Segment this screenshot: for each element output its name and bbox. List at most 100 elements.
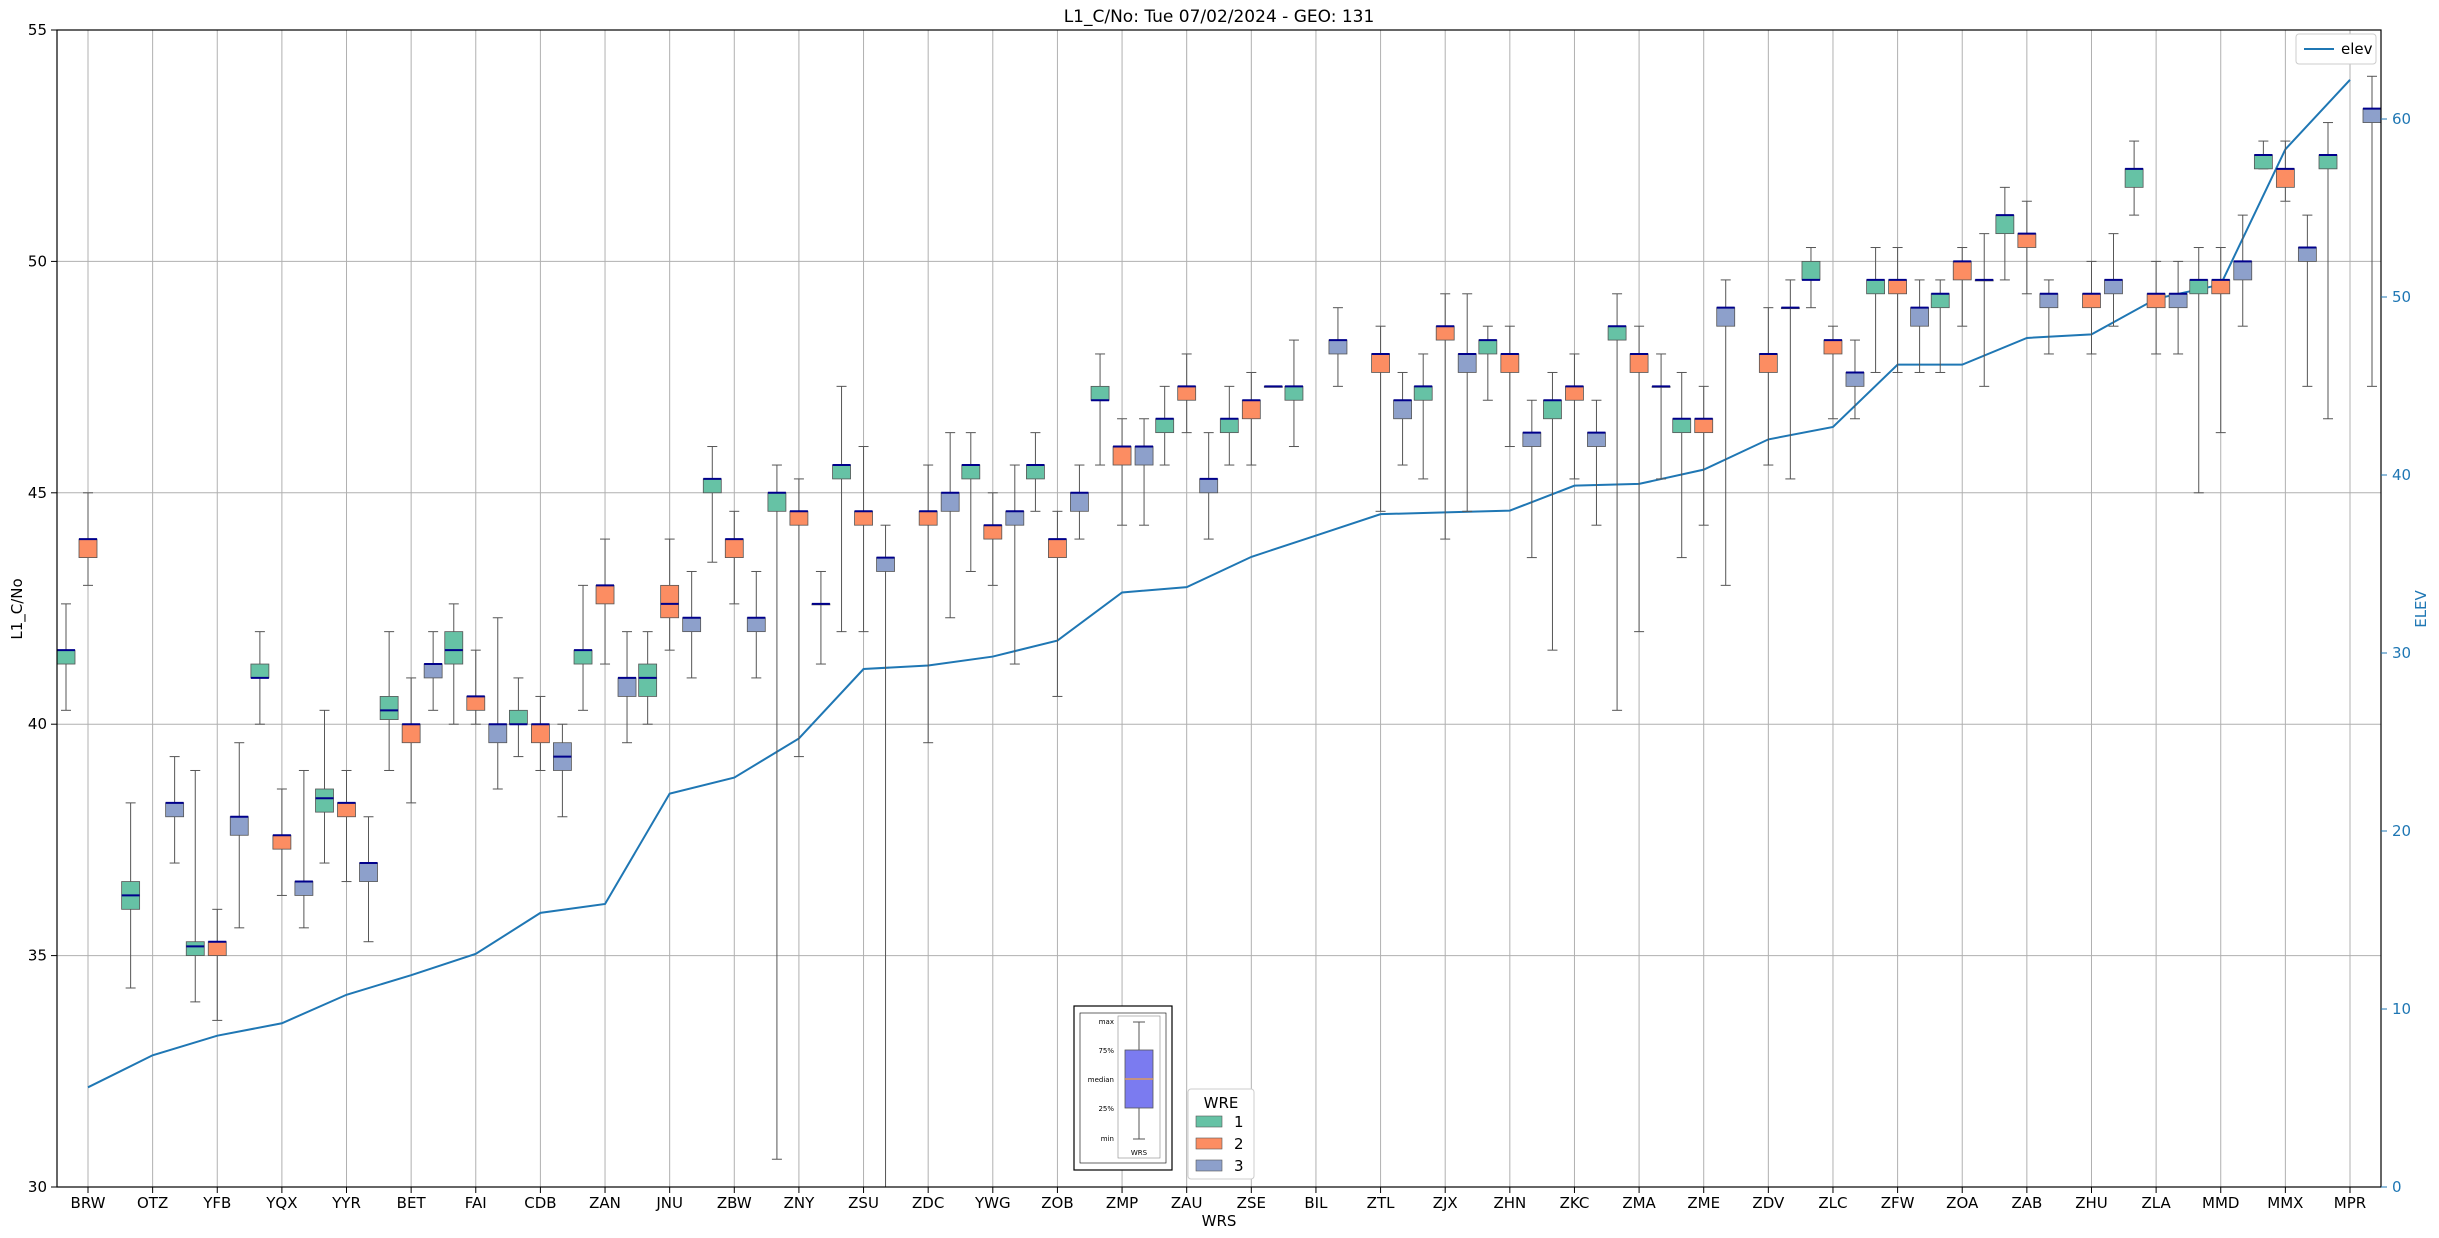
y-tick-label: 40 — [28, 715, 47, 733]
box-body — [531, 723, 550, 744]
box-body — [1888, 279, 1907, 295]
box-wre2-ZSE — [1241, 371, 1261, 466]
box-body — [1177, 385, 1197, 401]
box-wre3-ZMA — [1651, 353, 1671, 480]
x-tick-label: ZLA — [2141, 1194, 2171, 1212]
box-body — [660, 584, 680, 619]
box-body — [1930, 293, 1950, 309]
box-wre2-ZOA — [1952, 247, 1972, 327]
y-tick-label: 50 — [28, 252, 47, 270]
x-tick-label: ZOA — [1946, 1194, 1979, 1212]
box-wre2-ZMP — [1112, 418, 1132, 526]
box-wre2-YQX — [272, 788, 292, 896]
x-tick-label: ZSE — [1237, 1194, 1266, 1212]
y-axis-right-label: ELEV — [2412, 589, 2430, 627]
box-body — [1457, 353, 1477, 373]
box-body — [789, 510, 809, 526]
box-body — [2146, 293, 2166, 309]
box-wre2-ZAU — [1177, 353, 1197, 434]
elev-line — [87, 79, 2351, 1089]
box-body — [1413, 385, 1433, 401]
box-wre3-ZLC — [1845, 339, 1865, 420]
box-wre2-YYR — [337, 769, 356, 883]
box-wre3-ZSE — [1263, 385, 1283, 388]
y-right-tick-label: 30 — [2392, 644, 2411, 662]
box-body — [1629, 353, 1649, 373]
box-body — [1048, 538, 1067, 558]
plot-frame — [56, 29, 2382, 1188]
box-wre3-OTZ — [165, 756, 185, 864]
box-body — [1219, 418, 1239, 434]
box-wre1-ZAN — [573, 584, 593, 711]
box-body — [1435, 325, 1455, 341]
x-tick-label: ZTL — [1367, 1194, 1395, 1212]
box-wre2-ZNY — [789, 478, 809, 758]
box-wre2-ZOB — [1048, 510, 1067, 697]
box-body — [940, 492, 960, 512]
box-body — [294, 881, 314, 896]
box-body — [1910, 307, 1929, 327]
elev-line-layer — [87, 79, 2351, 1089]
box-wre2-ZBW — [724, 510, 744, 605]
box-wre1-ZMP — [1090, 353, 1110, 466]
box-wre3-YYR — [359, 816, 378, 943]
box-body — [724, 538, 744, 558]
inset-label-max: max — [1099, 1018, 1114, 1026]
box-wre3-BET — [423, 631, 443, 711]
box-wre3-YQX — [294, 769, 314, 929]
box-wre1-OTZ — [121, 802, 141, 989]
x-tick-label: ZHU — [2075, 1194, 2108, 1212]
box-body — [229, 816, 249, 836]
box-wre3-YFB — [229, 742, 249, 929]
box-body — [2362, 108, 2382, 123]
box-wre1-YFB — [185, 769, 205, 1003]
box-body — [2297, 247, 2317, 262]
box-wre2-MMX — [2275, 140, 2295, 202]
x-tick-label: CDB — [524, 1194, 556, 1212]
x-tick-label: ZKC — [1560, 1194, 1590, 1212]
box-wre1-CDB — [508, 677, 528, 758]
x-tick-label: MMX — [2267, 1194, 2303, 1212]
box-wre2-ZMA — [1629, 325, 1649, 633]
box-body — [595, 584, 615, 605]
box-wre1-ZMA — [1607, 293, 1627, 711]
box-wre3-ZJX — [1457, 293, 1477, 512]
box-body — [876, 557, 895, 572]
box-layer — [56, 75, 2382, 1187]
box-body — [2233, 260, 2253, 281]
box-body — [1134, 446, 1154, 466]
box-wre3-ZOA — [1974, 233, 1994, 387]
box-body — [1393, 399, 1412, 420]
box-wre2-ZDV — [1758, 307, 1778, 466]
box-body — [1241, 399, 1261, 420]
box-wre3-ZKC — [1587, 399, 1606, 526]
box-wre1-ZKC — [1543, 371, 1562, 651]
box-wre1-MPR — [2318, 122, 2338, 420]
box-wre2-YWG — [983, 492, 1003, 586]
box-body — [1284, 385, 1304, 401]
box-body — [1587, 432, 1606, 447]
box-body — [2104, 279, 2123, 295]
box-wre1-BET — [379, 631, 399, 771]
box-body — [1371, 353, 1390, 373]
x-tick-label: YFB — [202, 1194, 231, 1212]
box-wre2-CDB — [531, 695, 550, 771]
box-body — [1112, 446, 1132, 466]
x-tick-label: OTZ — [137, 1194, 168, 1212]
inset-label-min: min — [1101, 1135, 1114, 1143]
y-tick-label: 30 — [28, 1178, 47, 1196]
box-body — [1070, 492, 1089, 512]
box-body — [2039, 293, 2059, 309]
box-body — [1952, 260, 1972, 281]
x-tick-label: ZLC — [1818, 1194, 1847, 1212]
box-wre2-ZFW — [1888, 247, 1907, 373]
box-wre2-ZJX — [1435, 293, 1455, 540]
box-wre2-ZTL — [1371, 325, 1390, 512]
box-wre3-ZSU — [876, 524, 895, 1187]
box-body — [854, 510, 873, 526]
y-right-tick-label: 50 — [2392, 288, 2411, 306]
box-body — [379, 696, 399, 720]
box-body — [1478, 339, 1498, 355]
box-wre3-BIL — [1328, 307, 1348, 387]
box-body — [1672, 418, 1692, 434]
